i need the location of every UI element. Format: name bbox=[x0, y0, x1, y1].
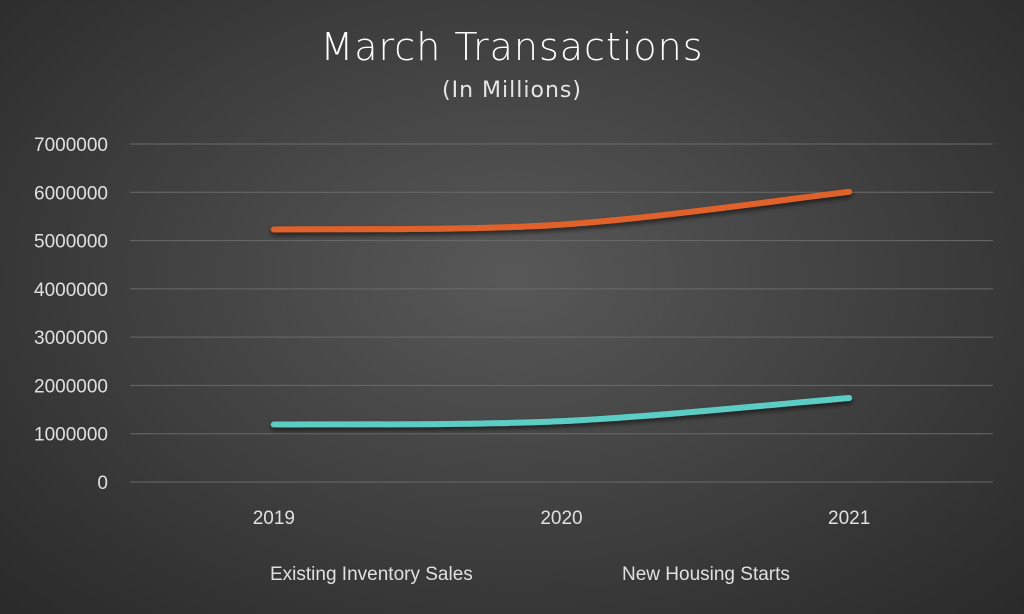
y-tick-label: 2000000 bbox=[34, 376, 108, 397]
series-line-existing-inventory-sales bbox=[270, 188, 853, 233]
y-tick-label: 6000000 bbox=[34, 183, 108, 204]
x-tick-label: 2019 bbox=[253, 508, 295, 529]
y-tick-label: 7000000 bbox=[34, 135, 108, 156]
series-lines bbox=[270, 188, 853, 428]
x-tick-label: 2021 bbox=[828, 508, 870, 529]
y-tick-label: 5000000 bbox=[34, 232, 108, 253]
chart-title: March Transactions bbox=[320, 25, 703, 69]
legend-label-existing-inventory-sales: Existing Inventory Sales bbox=[270, 564, 473, 585]
y-axis-tick-labels: 0 1000000 2000000 3000000 4000000 5000000 6000… bbox=[34, 135, 108, 494]
legend: Existing Inventory Sales New Housing Star… bbox=[206, 564, 790, 585]
chart-subtitle: (In Millions) bbox=[442, 78, 582, 103]
x-axis-tick-labels: 2019 2020 2021 bbox=[253, 508, 871, 529]
x-tick-label: 2020 bbox=[540, 508, 582, 529]
y-tick-label: 4000000 bbox=[34, 280, 108, 301]
y-tick-label: 1000000 bbox=[34, 425, 108, 446]
y-tick-label: 0 bbox=[97, 473, 108, 494]
legend-label-new-housing-starts: New Housing Starts bbox=[622, 564, 790, 585]
series-line-new-housing-starts bbox=[270, 394, 853, 428]
gridlines bbox=[130, 143, 993, 483]
y-tick-label: 3000000 bbox=[34, 328, 108, 349]
